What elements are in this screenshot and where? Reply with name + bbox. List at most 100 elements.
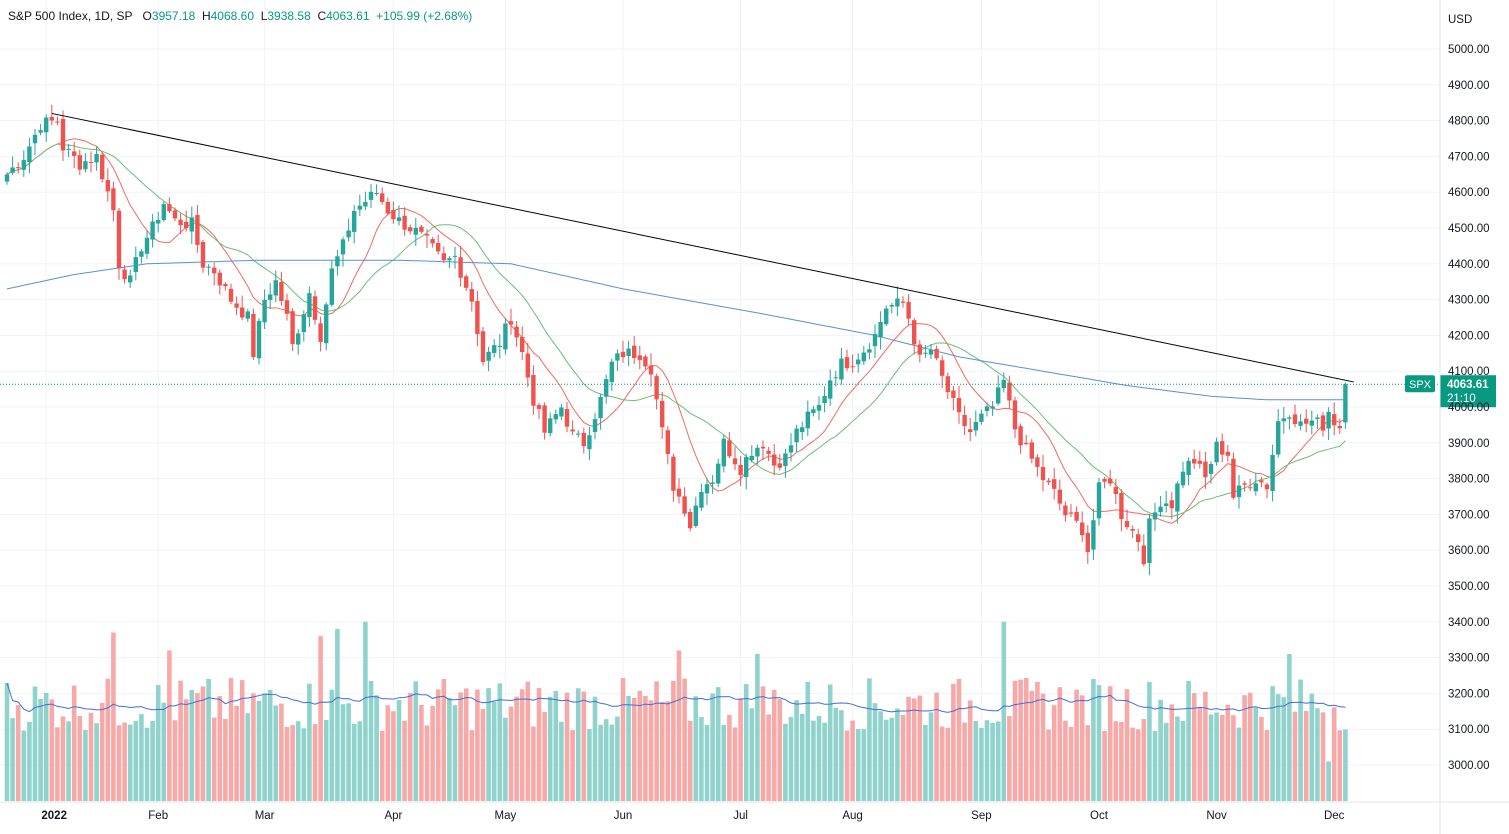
candle-body: [492, 345, 497, 353]
volume-bar: [783, 723, 788, 801]
candle-body: [363, 202, 368, 207]
candle-body: [374, 192, 379, 194]
volume-bar: [340, 704, 346, 801]
volume-bar: [307, 683, 312, 801]
candle-body: [66, 148, 71, 150]
candle-body: [1270, 454, 1275, 491]
candle-body: [1242, 483, 1247, 485]
volume-bar: [178, 680, 183, 801]
price-tick-label: 4200.00: [1448, 330, 1490, 342]
volume-bar: [1046, 729, 1051, 801]
candle-body: [195, 214, 200, 245]
volume-bar: [934, 692, 939, 801]
candle-body: [21, 160, 26, 170]
candle-body: [1343, 384, 1348, 423]
volume-bar: [1331, 707, 1337, 801]
volume-bar: [1091, 678, 1096, 801]
volume-bar: [1051, 705, 1057, 801]
candle-body: [413, 227, 418, 235]
volume-bar: [262, 693, 267, 801]
volume-bar: [906, 696, 911, 801]
candle-body: [912, 320, 917, 345]
candle-body: [766, 450, 771, 454]
volume-bar: [77, 715, 83, 801]
ma-slow-line: [6, 259, 1346, 401]
volume-bar: [587, 729, 592, 801]
trendline[interactable]: [51, 112, 1354, 383]
price-tick-label: 3000.00: [1448, 760, 1490, 772]
candle-body: [1164, 503, 1169, 507]
volume-bar: [603, 719, 609, 801]
volume-bar: [1135, 729, 1141, 801]
volume-bar: [99, 702, 105, 801]
price-axis[interactable]: USD 5000.00 4900.00 4800.00 4700.00 4600.00 45…: [1439, 0, 1490, 834]
candle-body: [1231, 458, 1236, 498]
candle-body: [917, 344, 922, 355]
candle-body: [352, 210, 357, 232]
volume-bar: [1113, 721, 1119, 801]
volume-bar: [1018, 679, 1023, 801]
volume-bar: [967, 700, 973, 801]
volume-bar: [290, 725, 295, 801]
candle-body: [861, 352, 866, 362]
volume-bar: [1236, 727, 1242, 801]
volume-bar: [1169, 704, 1175, 801]
volume-bar: [654, 681, 659, 801]
volume-bar: [284, 726, 290, 801]
volume-bar: [1012, 680, 1018, 801]
price-tick-label: 3200.00: [1448, 688, 1490, 700]
candle-body: [951, 390, 956, 398]
price-tick-label: 4500.00: [1448, 223, 1490, 235]
volume-bar: [83, 729, 88, 801]
volume-bar: [1343, 729, 1348, 801]
candle-body: [1175, 483, 1180, 512]
candle-body: [536, 405, 542, 409]
candle-body: [856, 359, 861, 365]
volume-bar: [379, 730, 385, 801]
volume-bar: [1068, 727, 1074, 801]
volume-bar: [407, 692, 413, 801]
candle-body: [1012, 400, 1018, 430]
symbol-tag-text: SPX: [1409, 379, 1432, 391]
candle-body: [844, 357, 850, 369]
candle-body: [721, 438, 726, 467]
candle-body: [749, 455, 754, 461]
candle-body: [200, 241, 206, 268]
volume-bar: [788, 717, 794, 801]
volume-bar: [895, 708, 900, 801]
volume-bar: [279, 703, 284, 801]
candle-body: [1096, 482, 1102, 519]
volume-bar: [1102, 730, 1107, 801]
candle-body: [872, 333, 878, 347]
candle-body: [1001, 380, 1006, 389]
candle-body: [620, 351, 626, 358]
candle-body: [458, 257, 463, 278]
candle-body: [1315, 417, 1320, 419]
volume-bar: [49, 699, 55, 801]
candle-body: [44, 117, 49, 133]
volume-bar: [794, 700, 799, 801]
volume-bar: [771, 689, 777, 801]
candle-body: [172, 210, 178, 219]
candle-body: [783, 453, 788, 467]
candle-body: [755, 447, 760, 457]
candle-body: [4, 174, 10, 182]
volume-bar: [475, 689, 480, 801]
volume-bar: [497, 683, 503, 801]
time-axis[interactable]: 2022 Feb Mar Apr May Jun Jul Aug Sep Oct Nov Dec: [0, 801, 1509, 822]
volume-bar: [1326, 761, 1331, 801]
volume-bar: [855, 728, 861, 801]
price-tick-label: 3800.00: [1448, 474, 1490, 486]
candle-body: [475, 301, 480, 335]
candle-body: [906, 301, 911, 319]
month-label: Aug: [842, 810, 862, 822]
candle-body: [116, 210, 122, 269]
candle-body: [105, 180, 110, 192]
volume-bar: [1141, 719, 1147, 801]
volume-bar: [1186, 680, 1191, 801]
candle-body: [1304, 418, 1309, 424]
candle-body: [452, 255, 458, 257]
ma-mid-line: [6, 143, 1346, 518]
candle-body: [436, 242, 441, 252]
